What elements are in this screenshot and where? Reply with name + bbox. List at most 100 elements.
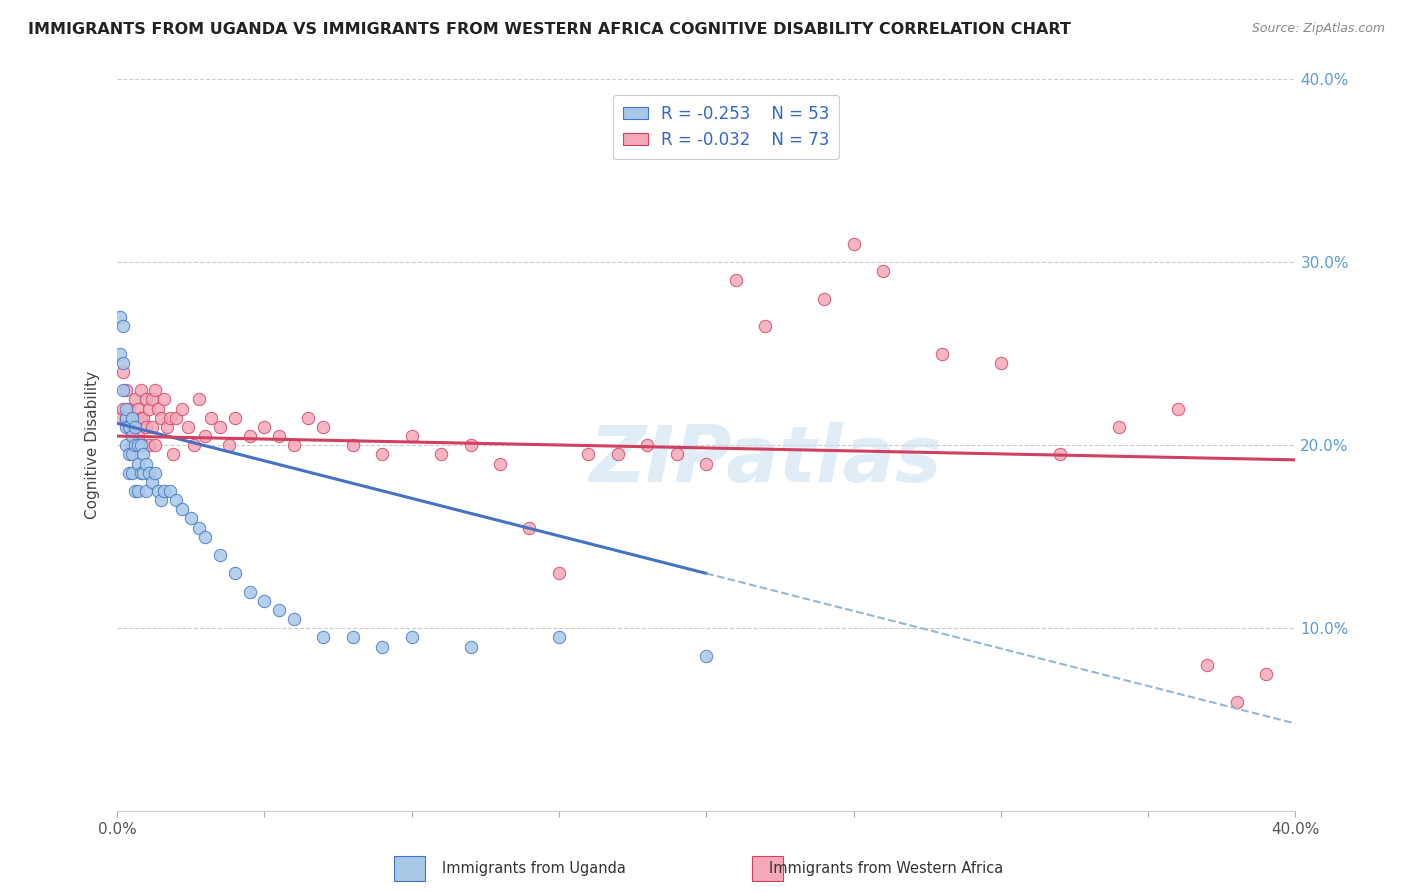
Point bbox=[724, 273, 747, 287]
Point bbox=[548, 566, 571, 581]
Point bbox=[1254, 667, 1277, 681]
Point bbox=[170, 401, 193, 416]
Point bbox=[283, 612, 305, 626]
Point bbox=[127, 483, 149, 498]
Point bbox=[114, 401, 136, 416]
Point bbox=[114, 438, 136, 452]
Point bbox=[132, 438, 155, 452]
Point bbox=[148, 483, 170, 498]
Point bbox=[141, 392, 163, 407]
Point bbox=[108, 346, 131, 360]
Point bbox=[153, 483, 176, 498]
Point bbox=[118, 466, 141, 480]
Point bbox=[218, 438, 240, 452]
Point bbox=[253, 594, 276, 608]
Point bbox=[754, 319, 776, 334]
Point bbox=[121, 438, 143, 452]
Point bbox=[111, 365, 134, 379]
Point bbox=[129, 466, 152, 480]
Text: Immigrants from Uganda: Immigrants from Uganda bbox=[443, 861, 626, 876]
Point bbox=[124, 392, 146, 407]
Point bbox=[312, 631, 335, 645]
Point bbox=[129, 438, 152, 452]
Point bbox=[132, 410, 155, 425]
Point bbox=[121, 466, 143, 480]
Point bbox=[460, 438, 482, 452]
Point bbox=[267, 429, 290, 443]
Point bbox=[111, 319, 134, 334]
Point bbox=[127, 438, 149, 452]
Point bbox=[238, 429, 260, 443]
Point bbox=[108, 410, 131, 425]
Point bbox=[114, 420, 136, 434]
Point bbox=[606, 447, 628, 461]
Point bbox=[141, 475, 163, 489]
Point bbox=[124, 483, 146, 498]
Point bbox=[224, 566, 246, 581]
Point bbox=[150, 493, 173, 508]
Point bbox=[111, 401, 134, 416]
Point bbox=[176, 420, 198, 434]
Point bbox=[1167, 401, 1189, 416]
Point bbox=[180, 511, 202, 525]
Point bbox=[194, 429, 217, 443]
Point bbox=[401, 429, 423, 443]
Point bbox=[156, 420, 179, 434]
Point bbox=[129, 410, 152, 425]
Point bbox=[224, 410, 246, 425]
Point bbox=[1108, 420, 1130, 434]
Text: ZIPatlas: ZIPatlas bbox=[589, 422, 941, 498]
Point bbox=[143, 466, 166, 480]
Point bbox=[183, 438, 205, 452]
Point bbox=[165, 493, 187, 508]
Text: Source: ZipAtlas.com: Source: ZipAtlas.com bbox=[1251, 22, 1385, 36]
Point bbox=[135, 483, 157, 498]
Point bbox=[489, 457, 512, 471]
Point bbox=[188, 392, 211, 407]
Point bbox=[143, 384, 166, 398]
Point bbox=[118, 420, 141, 434]
Point bbox=[253, 420, 276, 434]
Point bbox=[194, 530, 217, 544]
Point bbox=[150, 410, 173, 425]
Legend: R = -0.253    N = 53, R = -0.032    N = 73: R = -0.253 N = 53, R = -0.032 N = 73 bbox=[613, 95, 839, 159]
Point bbox=[111, 356, 134, 370]
Point bbox=[127, 457, 149, 471]
Point bbox=[209, 420, 232, 434]
Point bbox=[148, 401, 170, 416]
Point bbox=[114, 384, 136, 398]
Point bbox=[297, 410, 319, 425]
Point bbox=[931, 346, 953, 360]
Y-axis label: Cognitive Disability: Cognitive Disability bbox=[86, 371, 100, 519]
Point bbox=[129, 384, 152, 398]
Point bbox=[312, 420, 335, 434]
Point bbox=[1049, 447, 1071, 461]
Point bbox=[371, 447, 394, 461]
Point bbox=[141, 420, 163, 434]
Point bbox=[460, 640, 482, 654]
Point bbox=[118, 401, 141, 416]
Point bbox=[138, 466, 160, 480]
Point bbox=[143, 438, 166, 452]
Point bbox=[695, 648, 717, 663]
Point bbox=[813, 292, 835, 306]
Point bbox=[430, 447, 453, 461]
Point bbox=[127, 429, 149, 443]
Point bbox=[159, 483, 181, 498]
Point bbox=[111, 384, 134, 398]
Point bbox=[665, 447, 688, 461]
Point bbox=[401, 631, 423, 645]
Text: Immigrants from Western Africa: Immigrants from Western Africa bbox=[769, 861, 1002, 876]
Point bbox=[132, 447, 155, 461]
Point bbox=[124, 420, 146, 434]
Text: IMMIGRANTS FROM UGANDA VS IMMIGRANTS FROM WESTERN AFRICA COGNITIVE DISABILITY CO: IMMIGRANTS FROM UGANDA VS IMMIGRANTS FRO… bbox=[28, 22, 1071, 37]
Point bbox=[135, 392, 157, 407]
Point bbox=[124, 420, 146, 434]
Point bbox=[138, 438, 160, 452]
Point bbox=[118, 420, 141, 434]
Point bbox=[1197, 657, 1219, 672]
Point bbox=[548, 631, 571, 645]
Point bbox=[114, 410, 136, 425]
Point bbox=[121, 447, 143, 461]
Point bbox=[209, 548, 232, 562]
